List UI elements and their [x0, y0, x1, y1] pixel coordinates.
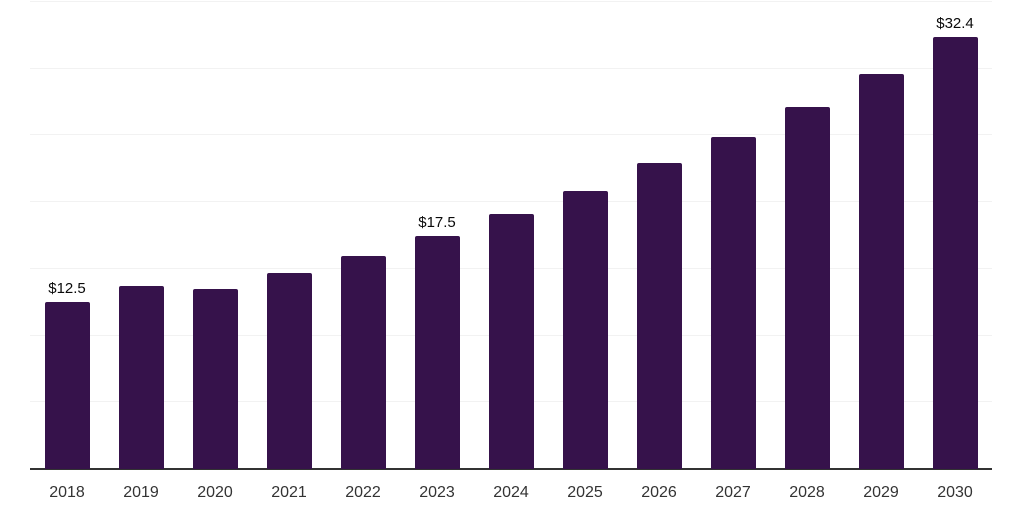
bar-2029: [858, 74, 904, 469]
bar-2026: [636, 163, 682, 469]
x-tick-2026: 2026: [641, 484, 677, 501]
x-tick-2022: 2022: [345, 484, 381, 501]
x-tick-2027: 2027: [715, 484, 751, 501]
bar-2020: [192, 288, 238, 469]
x-tick-2024: 2024: [493, 484, 529, 501]
gridline: [30, 134, 992, 136]
x-tick-2021: 2021: [271, 484, 307, 501]
x-tick-2023: 2023: [419, 484, 455, 501]
plot-area: $12.5 $17.5 $32.4: [30, 1, 992, 470]
gridline: [30, 1, 992, 2]
x-tick-2025: 2025: [567, 484, 603, 501]
value-label-2030: $32.4: [936, 14, 974, 32]
x-axis-line: [30, 468, 992, 470]
x-axis: 2018 2019 2020 2021 2022 2023 2024 2025 2026 2027…: [30, 471, 992, 501]
gridline: [30, 201, 992, 203]
bar-2019: [118, 286, 164, 469]
bar-2027: [710, 136, 756, 469]
x-tick-2019: 2019: [123, 484, 159, 501]
bar-2018: [44, 302, 90, 469]
value-label-2018: $12.5: [48, 280, 86, 298]
bar-2021: [266, 272, 312, 469]
x-tick-2028: 2028: [789, 484, 825, 501]
x-tick-2029: 2029: [863, 484, 899, 501]
bar-2024: [488, 214, 534, 469]
value-label-2023: $17.5: [418, 213, 456, 231]
gridline: [30, 67, 992, 69]
bar-2023: [414, 235, 460, 469]
bar-2025: [562, 191, 608, 469]
bar-2030: [932, 36, 978, 469]
x-tick-2030: 2030: [937, 484, 973, 501]
x-tick-2020: 2020: [197, 484, 233, 501]
x-tick-2018: 2018: [49, 484, 85, 501]
bar-2022: [340, 255, 386, 469]
bar-2028: [784, 107, 830, 469]
